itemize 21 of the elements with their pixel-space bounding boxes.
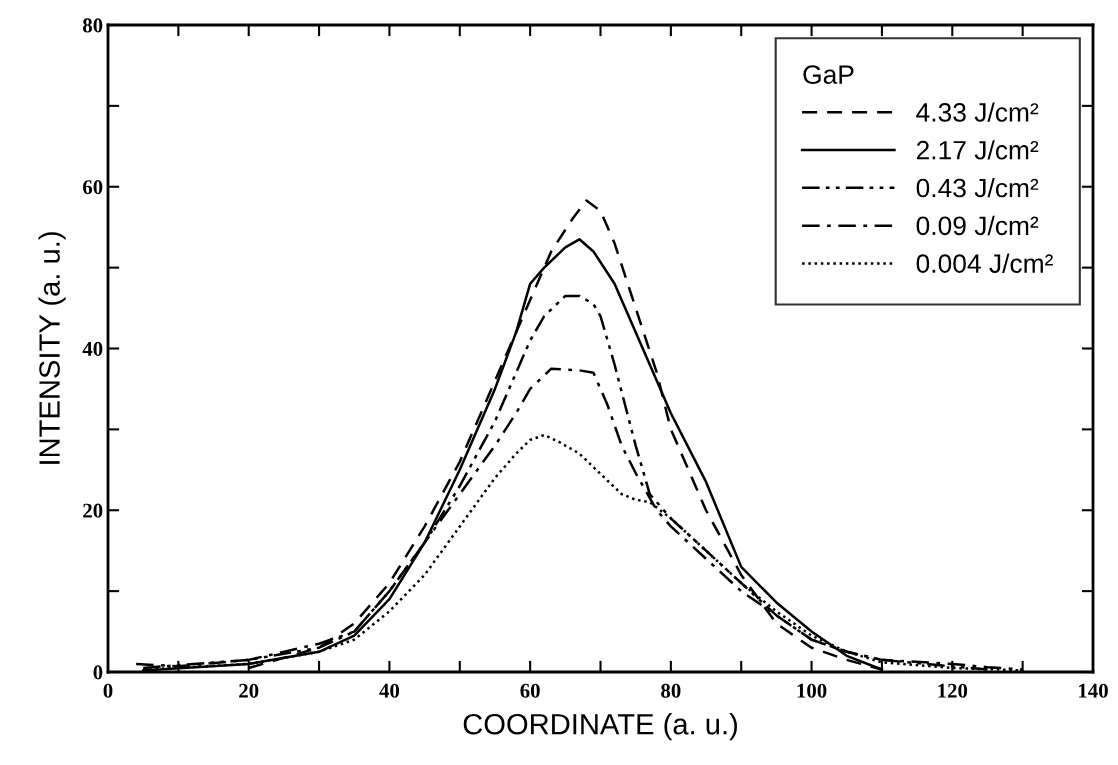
y-tick-label: 40 (82, 341, 103, 356)
legend-title: GaP (803, 65, 854, 84)
x-tick-label: 40 (379, 683, 400, 698)
y-tick-label: 20 (83, 503, 103, 518)
x-tick-label: 60 (520, 683, 540, 698)
legend-label: 4.33 J/cm² (916, 102, 1039, 122)
y-tick-label: 80 (83, 18, 103, 33)
legend-label: 0.43 J/cm² (916, 177, 1039, 198)
legend-label: 0.004 J/cm² (916, 253, 1053, 273)
y-tick-label: 60 (83, 180, 103, 195)
y-axis-title: INTENSITY (a. u.) (38, 232, 66, 464)
legend-label: 0.09 J/cm² (916, 215, 1039, 236)
x-tick-label: 0 (103, 683, 113, 698)
x-tick-label: 140 (1079, 683, 1108, 698)
x-tick-label: 120 (938, 683, 968, 698)
x-tick-label: 20 (239, 683, 259, 698)
x-axis-title: COORDINATE (a. u.) (463, 713, 737, 741)
legend-label: 2.17 J/cm² (916, 140, 1039, 160)
y-tick-label: 0 (93, 665, 103, 680)
x-tick-label: 80 (661, 683, 681, 698)
x-tick-label: 100 (797, 683, 827, 698)
